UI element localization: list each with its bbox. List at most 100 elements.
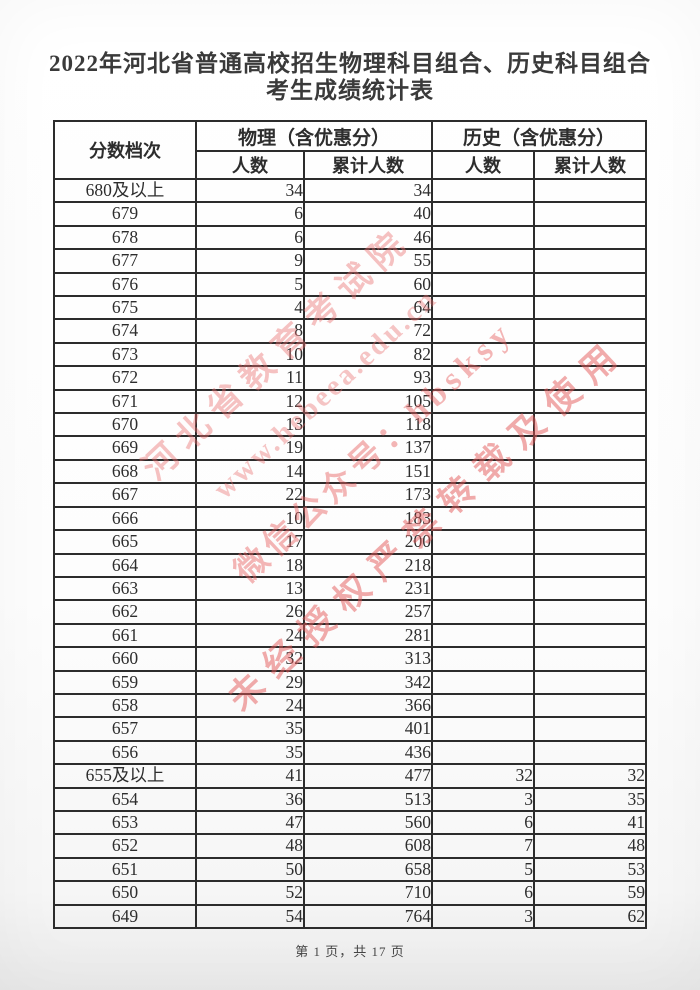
table-row: 677 9 55 <box>53 248 648 274</box>
table-row: 676 5 60 <box>53 271 648 298</box>
cell-score-tier: 679 <box>53 201 197 227</box>
cell-physics-cumulative: 34 <box>302 177 434 204</box>
cell-history-count <box>431 201 536 227</box>
cell-score-tier: 657 <box>53 716 197 742</box>
cell-score-tier: 680及以上 <box>53 177 197 204</box>
cell-physics-cumulative: 401 <box>302 716 434 742</box>
cell-physics-count: 52 <box>195 880 305 906</box>
cell-physics-count: 18 <box>195 552 305 578</box>
cell-history-count <box>431 552 536 578</box>
cell-history-cumulative: 41 <box>533 809 648 836</box>
cell-physics-cumulative: 93 <box>302 365 434 391</box>
cell-history-cumulative <box>533 716 648 742</box>
cell-history-count <box>431 716 536 742</box>
cell-score-tier: 660 <box>53 646 197 672</box>
cell-physics-count: 14 <box>195 458 305 485</box>
cell-score-tier: 674 <box>53 318 197 344</box>
cell-score-tier: 665 <box>53 529 197 555</box>
page-title-line2: 考生成绩统计表 <box>266 78 434 103</box>
cell-score-tier: 653 <box>53 809 197 836</box>
header-row-subcolumns: 人数 累计人数 人数 累计人数 <box>54 150 648 180</box>
cell-physics-cumulative: 764 <box>302 903 434 930</box>
cell-physics-cumulative: 477 <box>302 763 434 789</box>
cell-history-cumulative <box>533 388 648 415</box>
cell-score-tier: 662 <box>53 599 197 625</box>
cell-score-tier: 650 <box>53 880 197 906</box>
cell-score-tier: 664 <box>53 552 197 578</box>
cell-physics-count: 47 <box>195 809 305 836</box>
cell-score-tier: 669 <box>53 435 197 461</box>
cell-physics-cumulative: 183 <box>302 505 434 532</box>
cell-history-count <box>431 177 536 204</box>
cell-history-cumulative <box>533 248 648 274</box>
cell-history-count <box>431 318 536 344</box>
table-row: 662 26 257 <box>53 599 648 625</box>
table-row: 665 17 200 <box>53 529 648 555</box>
cell-score-tier: 667 <box>53 482 197 508</box>
cell-history-count <box>431 458 536 485</box>
table-row: 672 11 93 <box>53 365 648 391</box>
cell-history-cumulative <box>533 482 648 508</box>
table-row: 678 6 46 <box>53 224 648 251</box>
cell-history-cumulative: 59 <box>533 880 648 906</box>
cell-physics-count: 17 <box>195 529 305 555</box>
cell-history-count <box>431 692 536 719</box>
cell-history-cumulative <box>533 669 648 695</box>
cell-history-count <box>431 295 536 321</box>
cell-physics-count: 54 <box>195 903 305 930</box>
cell-physics-count: 24 <box>195 692 305 719</box>
header-physics-count: 人数 <box>195 150 305 180</box>
cell-history-count <box>431 505 536 532</box>
cell-history-cumulative: 62 <box>533 903 648 930</box>
cell-history-cumulative <box>533 622 648 649</box>
cell-history-cumulative <box>533 201 648 227</box>
cell-physics-count: 6 <box>195 201 305 227</box>
cell-physics-cumulative: 60 <box>302 271 434 298</box>
table-row: 675 4 64 <box>53 295 648 321</box>
cell-physics-cumulative: 513 <box>302 786 434 812</box>
cell-history-count: 5 <box>431 856 536 883</box>
cell-score-tier: 658 <box>53 692 197 719</box>
cell-physics-cumulative: 200 <box>302 529 434 555</box>
cell-history-count <box>431 599 536 625</box>
cell-history-cumulative <box>533 599 648 625</box>
cell-score-tier: 671 <box>53 388 197 415</box>
cell-history-count <box>431 224 536 251</box>
cell-physics-cumulative: 436 <box>302 739 434 766</box>
header-history-group: 历史（含优惠分） <box>431 120 648 152</box>
cell-history-count: 6 <box>431 880 536 906</box>
cell-history-cumulative: 48 <box>533 833 648 859</box>
cell-physics-cumulative: 560 <box>302 809 434 836</box>
cell-history-count <box>431 435 536 461</box>
table-row: 670 13 118 <box>53 412 648 438</box>
cell-score-tier: 649 <box>53 903 197 930</box>
cell-history-count: 3 <box>431 786 536 812</box>
cell-score-tier: 656 <box>53 739 197 766</box>
table-row: 654 36 513 3 35 <box>53 786 648 812</box>
cell-history-cumulative <box>533 552 648 578</box>
table-row: 668 14 151 <box>53 458 648 485</box>
cell-physics-cumulative: 218 <box>302 552 434 578</box>
cell-history-cumulative <box>533 692 648 719</box>
cell-history-cumulative <box>533 458 648 485</box>
header-physics-group: 物理（含优惠分） <box>194 120 434 152</box>
cell-physics-cumulative: 137 <box>302 435 434 461</box>
cell-score-tier: 678 <box>53 224 197 251</box>
cell-history-cumulative <box>533 224 648 251</box>
cell-history-count <box>431 575 536 602</box>
cell-score-tier: 659 <box>53 669 197 695</box>
score-table: 分数档次 物理（含优惠分） 历史（含优惠分） 人数 累计人数 人数 累计人数 6… <box>53 120 648 930</box>
table-row: 673 10 82 <box>53 341 648 368</box>
cell-history-count <box>431 482 536 508</box>
table-row: 680及以上 34 34 <box>53 177 648 204</box>
cell-physics-cumulative: 46 <box>302 224 434 251</box>
table-row: 660 32 313 <box>53 646 648 672</box>
cell-physics-cumulative: 118 <box>302 412 434 438</box>
cell-history-count <box>431 622 536 649</box>
cell-score-tier: 677 <box>53 248 197 274</box>
cell-physics-count: 8 <box>195 318 305 344</box>
table-row: 669 19 137 <box>53 435 648 461</box>
cell-history-cumulative <box>533 739 648 766</box>
cell-physics-count: 35 <box>195 739 305 766</box>
cell-physics-count: 11 <box>195 365 305 391</box>
